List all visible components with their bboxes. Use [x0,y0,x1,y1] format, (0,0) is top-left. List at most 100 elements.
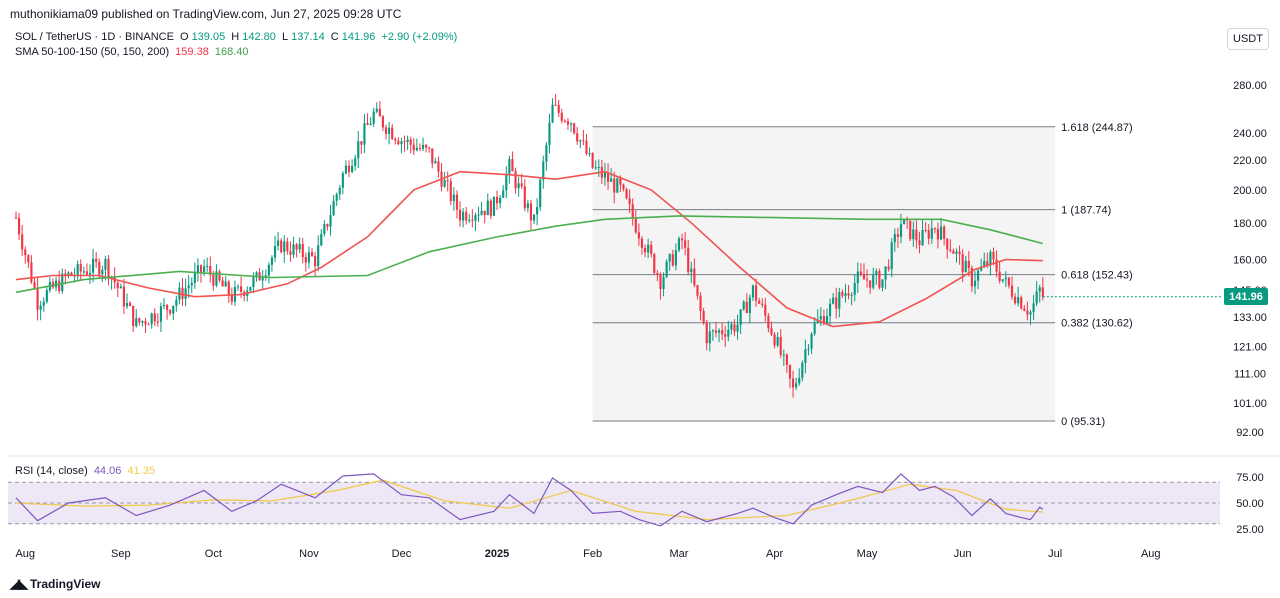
time-axis-label: 2025 [485,548,509,560]
candle [166,304,169,320]
candle [847,285,850,300]
candle [323,220,326,237]
candle-body [415,147,418,151]
candle-body [770,328,773,335]
candle [659,272,662,300]
candle-body [218,271,221,281]
candle [613,171,616,204]
candle [616,175,619,194]
high-value: 142.80 [242,31,276,43]
candle-body [582,140,585,142]
tradingview-logo[interactable]: ◢◣ TradingView [10,576,100,592]
candle [381,115,385,132]
candle [717,328,721,342]
candle-body [129,302,132,306]
candle-body [933,228,936,230]
low-value: 137.14 [291,31,325,43]
candle-body [677,238,681,251]
candle-body [539,179,542,208]
candle [532,214,536,225]
candle-body [992,251,995,260]
candle-body [705,323,708,344]
candle [1007,276,1010,289]
time-axis-label: Dec [392,548,412,560]
candle-body [622,184,625,190]
candle [132,305,135,332]
candle-body [425,144,428,148]
candle-body [267,264,270,276]
candle-body [801,362,804,378]
candle [147,322,150,326]
candle [989,249,992,276]
candle-body [1026,310,1029,315]
candle-body [872,274,875,288]
candle-body [909,220,912,240]
candle-body [523,186,526,209]
candle [181,278,184,307]
candle [576,126,579,146]
candle [150,312,153,329]
candle-body [255,272,258,278]
candle-body [147,324,150,326]
rsi-label[interactable]: RSI (14, close) [15,465,88,477]
candle-body [304,257,307,263]
sma-red-line [15,170,1043,328]
candle-body [653,254,656,273]
candle-body [351,165,354,173]
close-label: C [330,31,339,43]
candle-body [33,282,36,289]
candle [1029,309,1032,325]
candle [832,292,835,305]
candle-body [431,148,434,164]
candle-body [631,204,634,219]
candle-body [215,271,218,286]
candle [243,290,246,302]
candle-body [964,260,967,273]
candle-body [314,256,317,267]
high-label: H [231,31,240,43]
candle-body [280,240,283,253]
candle [332,194,335,216]
candle [859,263,862,277]
candle [853,274,856,302]
candle-body [643,247,647,253]
candle [421,137,425,151]
currency-button[interactable]: USDT [1227,28,1269,50]
time-axis-label: Sep [111,548,131,560]
candle-body [119,286,122,289]
candle-body [619,178,622,185]
time-axis-label: Oct [205,548,222,560]
candle-body [893,234,896,243]
candle [828,298,832,327]
time-axis-label: Apr [766,548,783,560]
candle [489,198,492,220]
candle-body [141,321,144,323]
candle [918,231,921,254]
candle-body [610,178,613,182]
candle-body [526,203,529,209]
candle [409,136,412,154]
candle-body [172,305,175,314]
candle [656,270,659,282]
candle [591,152,594,170]
candle-body [384,127,388,134]
candle [61,268,64,294]
sma-label[interactable]: SMA 50-100-150 (50, 150, 200) [15,46,170,58]
candle [887,259,890,272]
candle-body [508,159,511,174]
candle [634,210,637,235]
candle-body [295,244,298,250]
candle-body [347,165,351,173]
candle [369,117,372,126]
candle [344,160,348,175]
candle [539,177,542,211]
candle [579,139,582,149]
candle-body [428,147,431,149]
candle [804,339,807,374]
candle [474,212,477,232]
candle-body [924,229,927,231]
candle-body [939,226,943,240]
candle-body [865,279,869,281]
symbol-name[interactable]: SOL / TetherUS · 1D · BINANCE [15,31,174,43]
